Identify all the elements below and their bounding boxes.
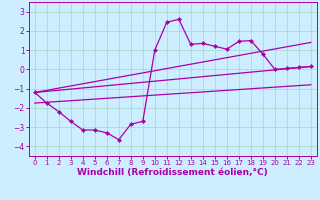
X-axis label: Windchill (Refroidissement éolien,°C): Windchill (Refroidissement éolien,°C) <box>77 168 268 177</box>
